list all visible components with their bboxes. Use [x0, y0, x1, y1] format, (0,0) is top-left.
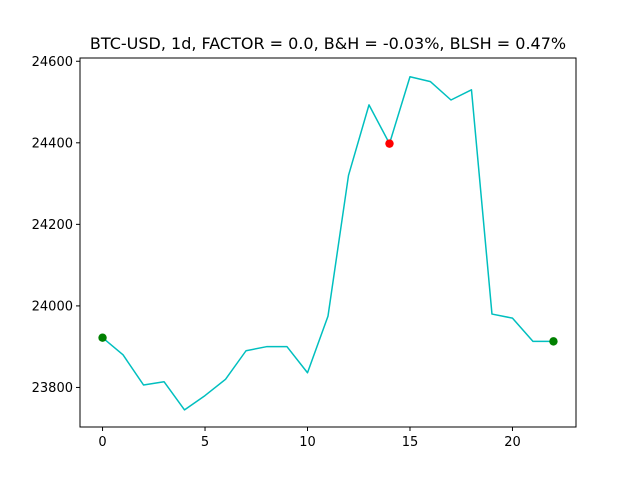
chart-title: BTC-USD, 1d, FACTOR = 0.0, B&H = -0.03%,…	[90, 34, 566, 53]
signal-marker-2	[549, 337, 558, 346]
y-tick-label-24600: 24600	[32, 55, 73, 70]
x-tick-label-5: 5	[201, 435, 209, 450]
signal-marker-1	[385, 139, 394, 148]
y-tick-label-24200: 24200	[32, 218, 73, 233]
y-tick-label-23800: 23800	[32, 381, 73, 396]
x-tick-label-15: 15	[402, 435, 419, 450]
y-tick-label-24400: 24400	[32, 136, 73, 151]
x-tick-label-10: 10	[299, 435, 316, 450]
x-tick-label-20: 20	[504, 435, 521, 450]
signal-marker-0	[98, 333, 107, 342]
y-tick-label-24000: 24000	[32, 299, 73, 314]
x-tick-label-0: 0	[98, 435, 106, 450]
series-line-0	[102, 76, 554, 411]
plot-frame	[79, 57, 577, 428]
